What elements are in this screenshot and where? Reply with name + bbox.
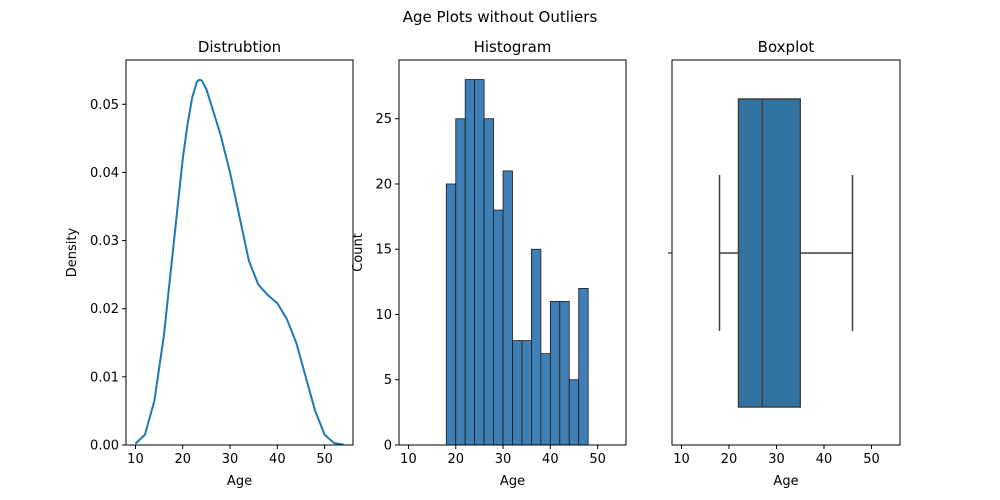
panel-title: Boxplot [758, 38, 815, 56]
y-tick-label: 0.05 [90, 98, 119, 113]
histogram-bar [568, 379, 580, 446]
y-tick-label: 0.00 [90, 439, 119, 454]
x-tick-label: 10 [127, 452, 144, 467]
x-tick-label: 10 [400, 452, 417, 467]
x-tick-label: 40 [542, 452, 559, 467]
histogram-bar [445, 183, 457, 446]
boxplot-panel: 10 20 30 40 50 Boxplot Age [668, 38, 901, 489]
histogram-bar [502, 170, 513, 446]
histogram-bar [483, 118, 494, 446]
histogram-bar [474, 79, 485, 446]
x-tick-label: 20 [174, 452, 191, 467]
histogram-bar [455, 118, 466, 446]
y-tick-label: 25 [375, 112, 392, 127]
axes-frame [398, 59, 627, 446]
x-axis-label: Age [500, 474, 525, 489]
x-axis-label: Age [773, 474, 798, 489]
y-tick-label: 0 [384, 439, 392, 454]
histogram-bar [531, 248, 542, 446]
axes-frame [125, 59, 354, 446]
axes-frame [671, 59, 901, 446]
interquartile-box [737, 98, 801, 408]
histogram-bar [540, 353, 551, 446]
y-tick-label: 15 [375, 243, 392, 258]
y-tick-label: 0.03 [90, 234, 119, 249]
x-tick-label: 30 [222, 452, 239, 467]
y-tick-label: 10 [375, 308, 392, 323]
distribution-panel: 10 20 30 40 50 0.00 0.01 0.02 0.03 0.04 0.05 Distru… [65, 38, 354, 489]
y-axis-label: Density [65, 227, 80, 277]
histogram-bar [512, 340, 523, 446]
density-curve [134, 78, 344, 446]
x-tick-label: 20 [721, 452, 738, 467]
y-tick-label: 20 [375, 177, 392, 192]
x-tick-label: 40 [816, 452, 833, 467]
x-tick-label: 40 [269, 452, 286, 467]
y-tick-label: 0.02 [90, 302, 119, 317]
histogram-bar [493, 209, 504, 446]
panel-title: Distrubtion [198, 38, 281, 56]
x-tick-label: 30 [768, 452, 785, 467]
x-tick-label: 30 [495, 452, 512, 467]
y-tick-label: 5 [384, 373, 392, 388]
histogram-bar [464, 79, 476, 446]
x-tick-label: 50 [316, 452, 333, 467]
figure-suptitle: Age Plots without Outliers [403, 8, 598, 26]
y-tick-label: 0.04 [90, 166, 119, 181]
x-tick-label: 10 [673, 452, 690, 467]
x-tick-label: 20 [447, 452, 464, 467]
histogram-panel: 10 20 30 40 50 0 5 10 15 20 25 Histogram Age Count [351, 38, 627, 489]
y-axis-label: Count [351, 233, 366, 272]
x-tick-label: 50 [589, 452, 606, 467]
x-axis-label: Age [227, 474, 252, 489]
histogram-bar [549, 301, 561, 446]
histogram-bar [578, 287, 589, 446]
histogram-bar [559, 301, 570, 446]
x-tick-label: 50 [863, 452, 880, 467]
histogram-bar [521, 340, 532, 446]
panel-title: Histogram [474, 38, 552, 56]
y-tick-label: 0.01 [90, 370, 119, 385]
